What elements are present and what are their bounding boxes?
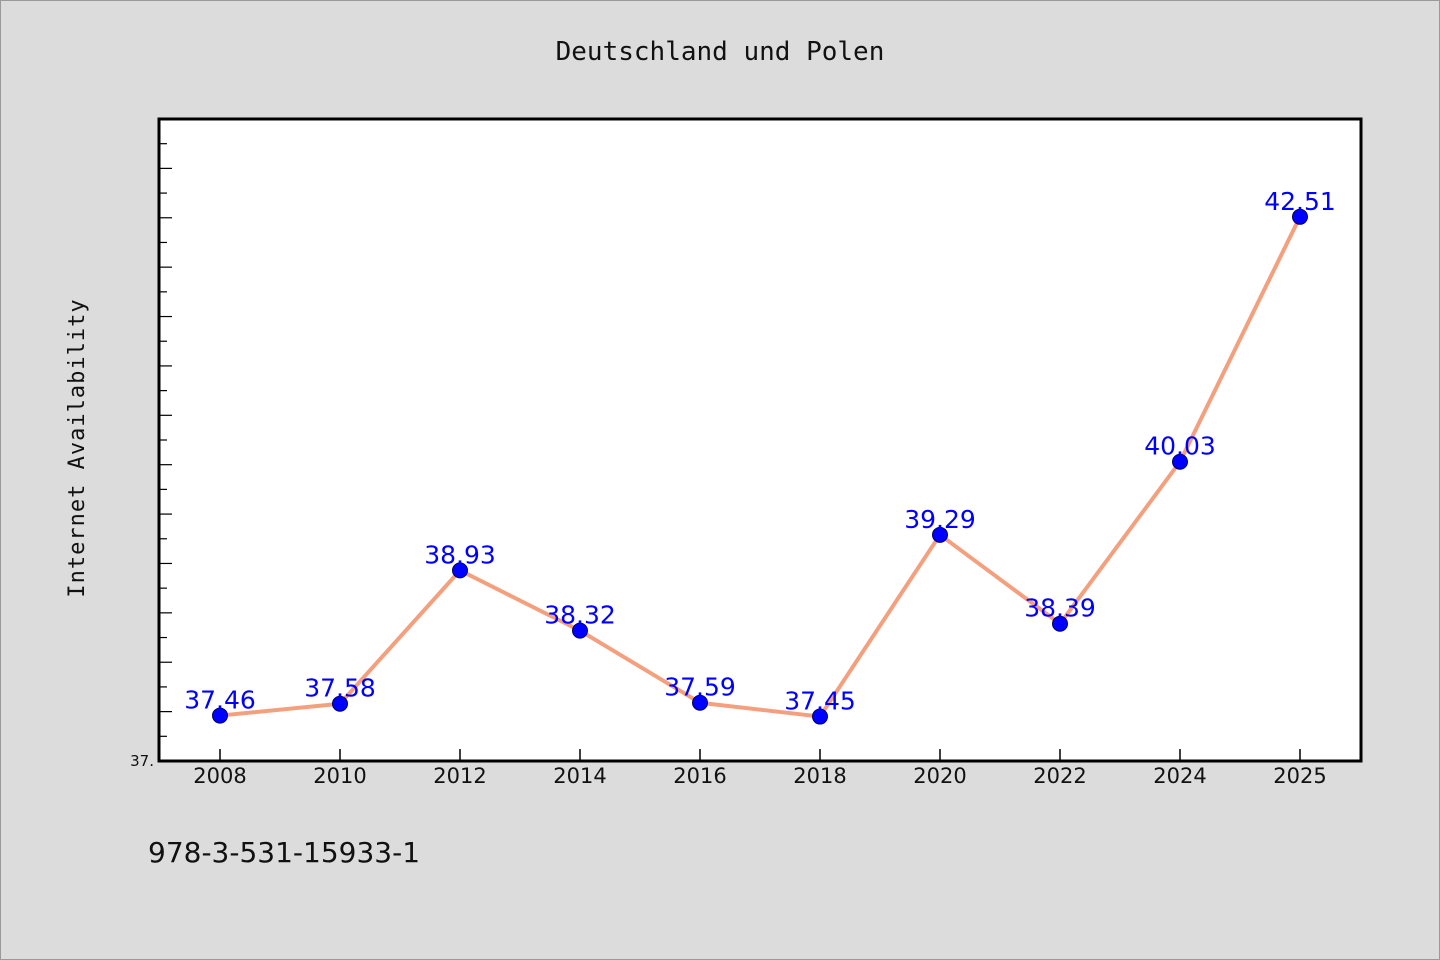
data-label: 37.59: [664, 673, 736, 702]
data-label: 39.29: [904, 505, 976, 534]
isbn-text: 978-3-531-15933-1: [148, 836, 420, 869]
plot-area: [157, 117, 1363, 763]
series-line-group: [219, 215, 1302, 719]
y-axis-ticks: [160, 118, 172, 762]
x-tick-label: 2024: [1153, 764, 1206, 788]
x-tick-label: 2020: [913, 764, 966, 788]
data-point: [692, 694, 708, 711]
x-tick-label: 2010: [313, 764, 366, 788]
data-point: [932, 526, 948, 543]
y-tick-label: 37.: [130, 752, 154, 770]
data-label: 38.32: [544, 601, 616, 630]
data-point: [332, 695, 348, 712]
data-point: [212, 707, 228, 724]
x-axis-ticks: 2008 2010 2012 2014 2016 2018 2020 2022 2024 2025: [193, 749, 1327, 788]
data-label: 37.46: [184, 686, 256, 715]
data-label: 40.03: [1144, 432, 1216, 461]
data-point: [572, 622, 588, 639]
data-label: 37.58: [304, 674, 376, 703]
y-axis-label: Internet Availability: [65, 298, 90, 597]
chart-title: Deutschland und Polen: [556, 37, 885, 67]
data-point: [1052, 615, 1068, 632]
x-tick-label: 2014: [553, 764, 606, 788]
data-label: 38.93: [424, 540, 496, 569]
data-point: [452, 562, 468, 579]
markers-group: [212, 208, 1308, 725]
x-tick-label: 2016: [673, 764, 726, 788]
data-label: 42.51: [1264, 187, 1336, 216]
data-labels-group: 37.46 37.58 38.93 38.32 37.59 37.45 39.29 38.39…: [184, 187, 1336, 716]
data-point: [1172, 453, 1188, 470]
data-point: [812, 708, 828, 725]
data-label: 38.39: [1024, 594, 1096, 623]
data-point: [1292, 208, 1308, 225]
x-tick-label: 2022: [1033, 764, 1086, 788]
data-label: 37.45: [784, 687, 856, 716]
series-line: [219, 215, 1302, 719]
x-tick-label: 2012: [433, 764, 486, 788]
x-tick-label: 2018: [793, 764, 846, 788]
x-tick-label: 2025: [1273, 764, 1326, 788]
x-tick-label: 2008: [193, 764, 246, 788]
